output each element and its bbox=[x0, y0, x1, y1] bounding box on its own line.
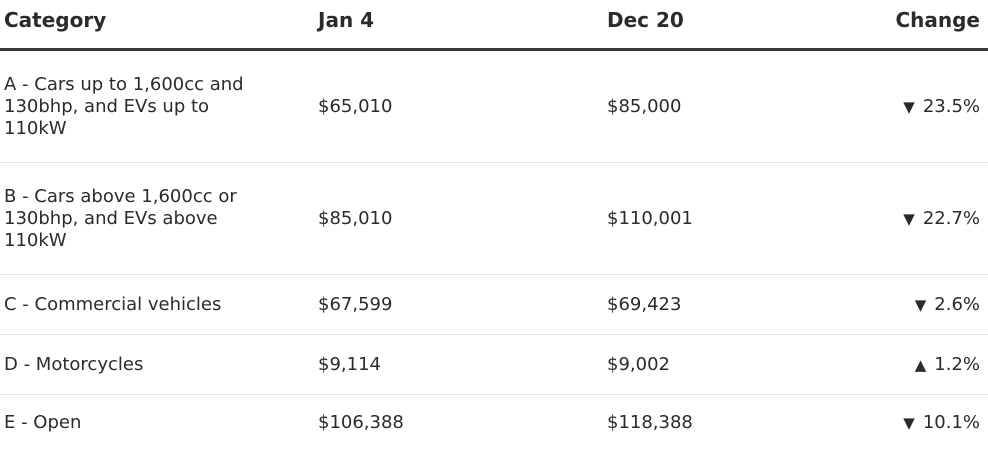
jan-value-cell: $65,010 bbox=[318, 95, 393, 117]
jan-value-cell: $85,010 bbox=[318, 207, 393, 229]
category-cell: C - Commercial vehicles bbox=[4, 293, 222, 315]
down-arrow-icon: ▼ bbox=[903, 209, 915, 228]
change-value: 10.1% bbox=[922, 412, 980, 433]
table-header-row: Category Jan 4 Dec 20 Change bbox=[0, 0, 988, 51]
change-cell: ▲ 1.2% bbox=[915, 354, 980, 376]
up-arrow-icon: ▲ bbox=[914, 355, 927, 374]
change-cell: ▼ 23.5% bbox=[903, 96, 980, 118]
change-value: 23.5% bbox=[922, 95, 980, 117]
table-row: D - Motorcycles $9,114 $9,002 ▲ 1.2% bbox=[0, 335, 988, 395]
header-jan: Jan 4 bbox=[318, 8, 375, 32]
change-cell: ▼ 2.6% bbox=[915, 294, 980, 316]
dec-value-cell: $110,001 bbox=[607, 207, 693, 229]
category-cell: B - Cars above 1,600cc or 130bhp, and EV… bbox=[4, 185, 237, 251]
header-change: Change bbox=[895, 8, 980, 32]
table-row: A - Cars up to 1,600cc and 130bhp, and E… bbox=[0, 51, 988, 163]
table-row: E - Open $106,388 $118,388 ▼ 10.1% bbox=[0, 395, 988, 451]
category-cell: A - Cars up to 1,600cc and 130bhp, and E… bbox=[4, 73, 244, 139]
category-cell: D - Motorcycles bbox=[4, 353, 144, 375]
table-row: C - Commercial vehicles $67,599 $69,423 … bbox=[0, 275, 988, 335]
dec-value-cell: $85,000 bbox=[607, 95, 682, 117]
jan-value-cell: $9,114 bbox=[318, 353, 381, 375]
change-value: 22.7% bbox=[922, 207, 980, 229]
jan-value-cell: $106,388 bbox=[318, 412, 404, 433]
header-dec: Dec 20 bbox=[607, 8, 684, 32]
category-cell: E - Open bbox=[4, 412, 82, 433]
down-arrow-icon: ▼ bbox=[914, 295, 927, 314]
change-cell: ▼ 10.1% bbox=[903, 412, 980, 434]
change-value: 1.2% bbox=[934, 353, 980, 375]
dec-value-cell: $69,423 bbox=[607, 293, 682, 315]
down-arrow-icon: ▼ bbox=[903, 414, 915, 432]
dec-value-cell: $9,002 bbox=[607, 353, 670, 375]
table-row: B - Cars above 1,600cc or 130bhp, and EV… bbox=[0, 163, 988, 275]
header-category: Category bbox=[4, 8, 107, 32]
change-value: 2.6% bbox=[934, 293, 980, 315]
down-arrow-icon: ▼ bbox=[903, 97, 915, 116]
dec-value-cell: $118,388 bbox=[607, 412, 693, 433]
jan-value-cell: $67,599 bbox=[318, 293, 393, 315]
change-cell: ▼ 22.7% bbox=[903, 208, 980, 230]
